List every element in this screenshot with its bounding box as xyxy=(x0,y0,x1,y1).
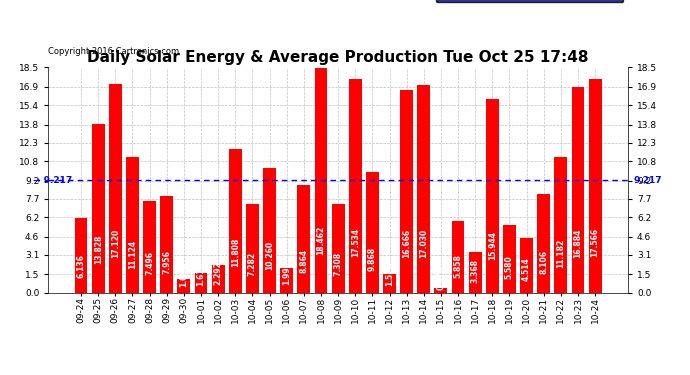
Text: 17.566: 17.566 xyxy=(591,228,600,257)
Text: 11.182: 11.182 xyxy=(556,239,565,268)
Text: 9.217: 9.217 xyxy=(633,176,662,185)
Bar xyxy=(109,84,121,292)
Text: 13.828: 13.828 xyxy=(94,234,103,264)
Bar xyxy=(195,273,208,292)
Bar xyxy=(126,157,139,292)
Bar xyxy=(400,90,413,292)
Text: 10.260: 10.260 xyxy=(265,241,274,270)
Text: 7.496: 7.496 xyxy=(145,251,154,275)
Text: 3.368: 3.368 xyxy=(471,259,480,283)
Text: 11.124: 11.124 xyxy=(128,239,137,268)
Bar xyxy=(349,79,362,292)
Text: 17.030: 17.030 xyxy=(420,228,428,258)
Bar xyxy=(229,149,242,292)
Bar xyxy=(212,265,224,292)
Text: 1.520: 1.520 xyxy=(385,262,394,286)
Bar xyxy=(280,268,293,292)
Bar xyxy=(452,221,464,292)
Bar xyxy=(366,172,379,292)
Text: 17.120: 17.120 xyxy=(111,228,120,258)
Bar xyxy=(263,168,276,292)
Bar xyxy=(315,68,327,292)
Text: 11.808: 11.808 xyxy=(230,238,240,267)
Text: 15.944: 15.944 xyxy=(488,231,497,260)
Text: → 9.217: → 9.217 xyxy=(33,176,72,185)
Title: Daily Solar Energy & Average Production Tue Oct 25 17:48: Daily Solar Energy & Average Production … xyxy=(88,50,589,65)
Text: 17.534: 17.534 xyxy=(351,228,359,257)
Bar xyxy=(144,201,156,292)
Bar xyxy=(417,86,430,292)
Bar xyxy=(469,252,482,292)
Bar xyxy=(520,238,533,292)
Bar xyxy=(571,87,584,292)
Text: 18.462: 18.462 xyxy=(317,226,326,255)
Bar xyxy=(503,225,516,292)
Bar xyxy=(555,156,567,292)
Text: 9.868: 9.868 xyxy=(368,247,377,271)
Bar xyxy=(332,204,344,292)
Text: 7.956: 7.956 xyxy=(162,251,171,274)
Text: 1.996: 1.996 xyxy=(282,261,291,285)
Text: 7.308: 7.308 xyxy=(333,251,343,276)
Text: 8.106: 8.106 xyxy=(539,250,549,274)
Bar xyxy=(75,218,88,292)
Text: 16.884: 16.884 xyxy=(573,229,582,258)
Bar xyxy=(486,99,499,292)
Text: 2.292: 2.292 xyxy=(214,261,223,285)
Legend: Average  (kWh), Daily  (kWh): Average (kWh), Daily (kWh) xyxy=(435,0,623,2)
Bar xyxy=(92,124,105,292)
Bar xyxy=(538,194,550,292)
Bar xyxy=(160,196,173,292)
Text: 0.378: 0.378 xyxy=(436,266,446,290)
Text: Copyright 2016 Cartronics.com: Copyright 2016 Cartronics.com xyxy=(48,47,179,56)
Bar xyxy=(246,204,259,292)
Text: 7.282: 7.282 xyxy=(248,252,257,276)
Text: 5.580: 5.580 xyxy=(505,255,514,279)
Text: 8.864: 8.864 xyxy=(299,249,308,273)
Bar xyxy=(435,288,447,292)
Text: 5.858: 5.858 xyxy=(453,254,462,278)
Bar xyxy=(297,185,310,292)
Bar xyxy=(383,274,396,292)
Bar xyxy=(589,79,602,292)
Text: 6.136: 6.136 xyxy=(77,254,86,278)
Text: 16.666: 16.666 xyxy=(402,230,411,258)
Text: 4.514: 4.514 xyxy=(522,257,531,280)
Text: 1.084: 1.084 xyxy=(179,263,188,287)
Bar xyxy=(177,279,190,292)
Text: 1.616: 1.616 xyxy=(197,262,206,286)
